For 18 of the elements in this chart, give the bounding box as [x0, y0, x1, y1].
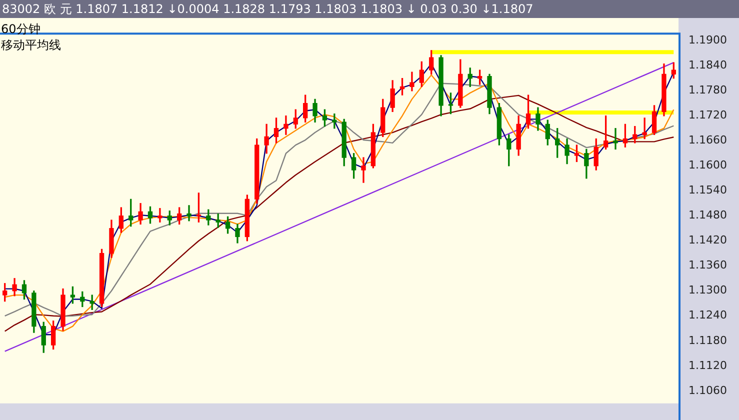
y-tick-label: 1.1300	[688, 284, 728, 297]
y-tick-label: 1.1720	[688, 108, 728, 122]
y-tick-label: 1.1540	[688, 184, 728, 197]
y-tick-label: 1.1060	[688, 384, 728, 397]
y-tick-label: 1.1480	[688, 208, 728, 222]
y-tick-label: 1.1900	[688, 34, 728, 47]
y-tick-label: 1.1240	[688, 308, 728, 322]
chart-title: 83002 欧 元 1.1807 1.1812 ↓0.0004 1.1828 1.1793 1.1803 1.1803 ↓ 0.03 0.30 ↓1.1807	[0, 0, 739, 18]
y-tick-label: 1.1360	[688, 258, 728, 272]
y-tick-label: 1.1120	[688, 358, 728, 372]
y-tick-label: 1.1180	[688, 334, 728, 347]
y-tick-label: 1.1660	[688, 134, 728, 147]
y-tick-label: 1.1780	[688, 84, 728, 97]
annotation: 60分钟	[1, 21, 42, 37]
y-tick-label: 1.1840	[688, 58, 728, 72]
annotation: 移动平均线	[1, 37, 61, 53]
y-tick-label: 1.1600	[688, 158, 728, 172]
y-tick-label: 1.1420	[688, 234, 728, 247]
